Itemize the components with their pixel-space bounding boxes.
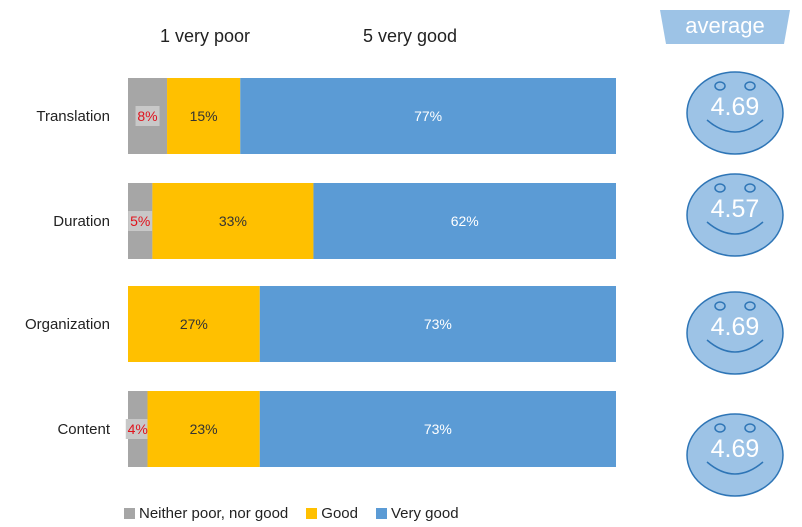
category-label-duration: Duration bbox=[53, 213, 110, 230]
category-label-organization: Organization bbox=[25, 316, 110, 333]
data-label-duration-very-good: 62% bbox=[451, 213, 479, 229]
scale-low-label: 1 very poor bbox=[160, 26, 251, 46]
legend-item-neutral: Neither poor, nor good bbox=[124, 505, 288, 522]
smiley-icon bbox=[686, 173, 784, 257]
legend-swatch-very-good bbox=[375, 508, 387, 519]
average-score-content: 4.69 bbox=[710, 435, 760, 463]
average-face-organization: 4.69 bbox=[685, 290, 785, 376]
legend-label-neutral: Neither poor, nor good bbox=[139, 505, 289, 522]
data-label-duration-good: 33% bbox=[219, 213, 247, 229]
bar-duration-good bbox=[152, 183, 314, 259]
data-label-content-good: 23% bbox=[190, 421, 218, 437]
bar-organization-good bbox=[128, 286, 260, 362]
legend-item-very-good: Very good bbox=[375, 505, 459, 522]
legend-swatch-good bbox=[306, 508, 318, 519]
bar-organization-very-good bbox=[259, 286, 616, 362]
data-label-organization-very-good: 73% bbox=[424, 316, 452, 332]
data-label-bg-duration bbox=[128, 211, 153, 231]
legend-swatch-neutral bbox=[124, 508, 135, 519]
data-label-organization-good: 27% bbox=[180, 316, 208, 332]
bar-duration-very-good bbox=[313, 183, 616, 259]
legend-label-good: Good bbox=[321, 505, 358, 522]
data-label-translation-good: 15% bbox=[190, 108, 218, 124]
category-label-translation: Translation bbox=[36, 108, 110, 125]
smiley-icon bbox=[686, 413, 784, 497]
data-label-bg-content bbox=[125, 419, 150, 439]
average-banner: average bbox=[660, 10, 790, 44]
smiley-icon bbox=[686, 291, 784, 375]
smiley-icon bbox=[686, 71, 784, 155]
category-label-content: Content bbox=[57, 421, 110, 438]
average-face-duration: 4.57 bbox=[685, 172, 785, 258]
average-score-translation: 4.69 bbox=[710, 93, 760, 121]
data-label-translation-very-good: 77% bbox=[414, 108, 442, 124]
bar-content-very-good bbox=[259, 391, 616, 467]
bar-content-good bbox=[147, 391, 260, 467]
average-score-organization: 4.69 bbox=[710, 313, 760, 341]
data-label-duration-neutral: 5% bbox=[130, 213, 150, 229]
legend: Neither poor, nor good Good Very good bbox=[124, 505, 459, 522]
scale-high-label: 5 very good bbox=[363, 26, 458, 46]
bar-translation-good bbox=[167, 78, 241, 154]
data-label-translation-neutral: 8% bbox=[137, 108, 157, 124]
legend-item-good: Good bbox=[306, 505, 358, 522]
average-face-content: 4.69 bbox=[685, 412, 785, 498]
bar-translation-very-good bbox=[240, 78, 617, 154]
average-banner-label: average bbox=[685, 13, 765, 38]
legend-label-very-good: Very good bbox=[390, 505, 459, 522]
data-label-content-very-good: 73% bbox=[424, 421, 452, 437]
data-label-content-neutral: 4% bbox=[128, 421, 148, 437]
average-score-duration: 4.57 bbox=[710, 195, 760, 223]
data-label-bg-translation bbox=[135, 106, 160, 126]
average-face-translation: 4.69 bbox=[685, 70, 785, 156]
